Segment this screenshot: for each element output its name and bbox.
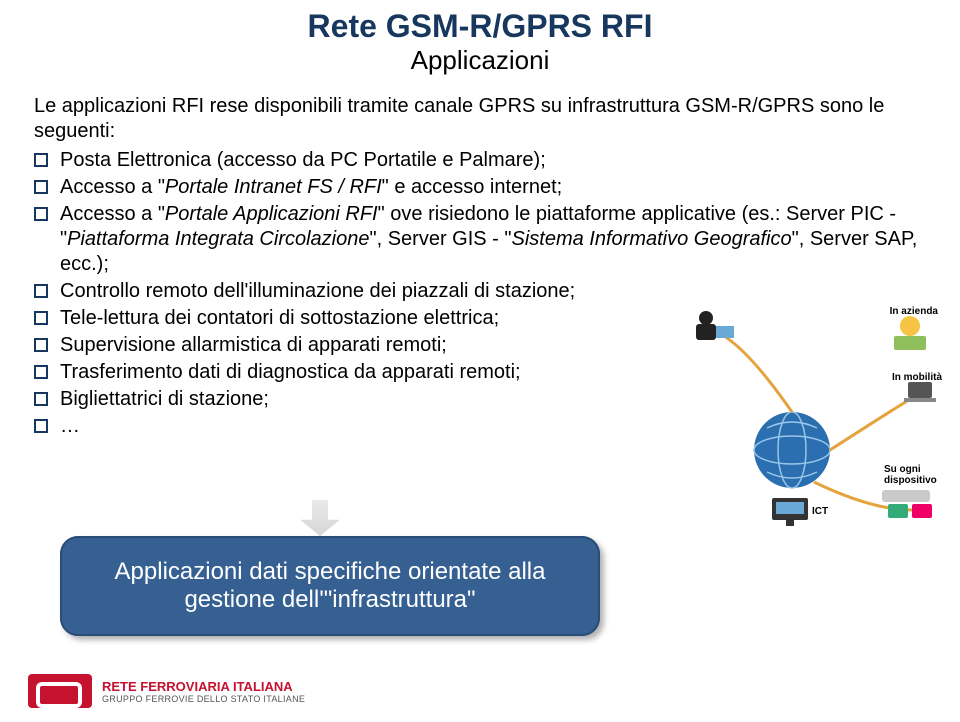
callout-box: Applicazioni dati specifiche orientate a… [60, 536, 600, 636]
graphic-label-in-azienda: In azienda [890, 306, 938, 317]
list-item-text: Tele-lettura dei contatori di sottostazi… [60, 307, 499, 329]
down-arrow-icon [300, 500, 340, 536]
page-subtitle: Applicazioni [0, 45, 960, 76]
rfi-logo-icon [28, 674, 92, 708]
bullet-square-icon [34, 207, 48, 221]
bullet-square-icon [34, 153, 48, 167]
bullet-square-icon [34, 311, 48, 325]
list-item-text: Controllo remoto dell'illuminazione dei … [60, 280, 575, 302]
footer-text: RETE FERROVIARIA ITALIANA GRUPPO FERROVI… [102, 679, 305, 704]
list-item-text: Posta Elettronica (accesso da PC Portati… [60, 149, 546, 171]
page-title: Rete GSM-R/GPRS RFI [0, 8, 960, 45]
list-item-text: Accesso a "Portale Applicazioni RFI" ove… [60, 203, 917, 275]
title-block: Rete GSM-R/GPRS RFI Applicazioni [0, 0, 960, 76]
bullet-square-icon [34, 338, 48, 352]
footer-line2: GRUPPO FERROVIE DELLO STATO ITALIANE [102, 694, 305, 704]
connectivity-graphic: In azienda In mobilità ICT Su ogni dispo… [682, 300, 942, 530]
bullet-square-icon [34, 392, 48, 406]
list-item-text: Trasferimento dati di diagnostica da app… [60, 361, 521, 383]
graphic-label-ict: ICT [812, 506, 828, 517]
footer-line1: RETE FERROVIARIA ITALIANA [102, 679, 305, 694]
list-item: Posta Elettronica (accesso da PC Portati… [34, 148, 926, 173]
list-item-text: … [60, 415, 80, 437]
list-item-text: Accesso a "Portale Intranet FS / RFI" e … [60, 176, 562, 198]
callout-container: Applicazioni dati specifiche orientate a… [60, 536, 600, 636]
bullet-square-icon [34, 419, 48, 433]
footer-logo-block: RETE FERROVIARIA ITALIANA GRUPPO FERROVI… [28, 674, 305, 708]
list-item: Accesso a "Portale Intranet FS / RFI" e … [34, 175, 926, 200]
list-item-text: Bigliettatrici di stazione; [60, 388, 269, 410]
list-item: Accesso a "Portale Applicazioni RFI" ove… [34, 202, 926, 277]
list-item-text: Supervisione allarmistica di apparati re… [60, 334, 447, 356]
bullet-square-icon [34, 284, 48, 298]
callout-text: Applicazioni dati specifiche orientate a… [80, 558, 580, 614]
graphic-label-su-ogni: Su ogni dispositivo [884, 464, 944, 486]
bullet-square-icon [34, 180, 48, 194]
graphic-label-in-mobilita: In mobilità [892, 372, 942, 383]
bullet-square-icon [34, 365, 48, 379]
lead-paragraph: Le applicazioni RFI rese disponibili tra… [34, 94, 926, 144]
